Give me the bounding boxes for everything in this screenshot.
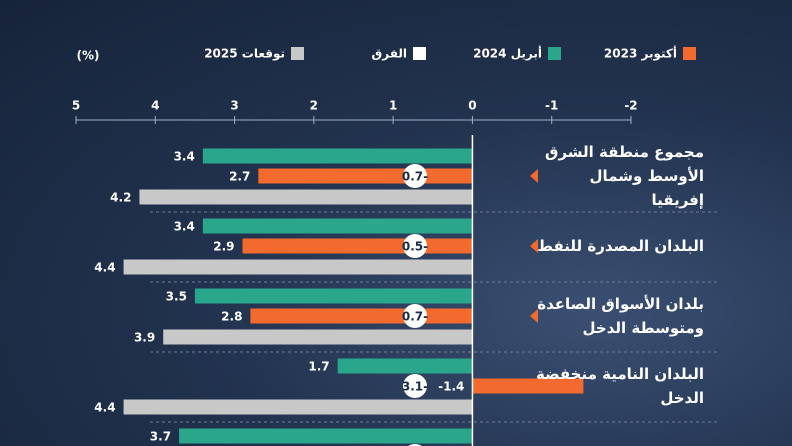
value-label: 4.2 [110,191,131,205]
difference-label: 3.1- [402,380,428,394]
difference-label: 0.7- [402,170,428,184]
bar [258,168,473,184]
x-tick-label: 4 [151,99,159,113]
bar [163,329,473,345]
legend-label: أبريل 2024 [473,46,542,61]
value-label: 2.7 [229,170,250,184]
bar [242,238,473,254]
category-label: البلدان النامية منخفضة الدخل [535,365,704,407]
x-tick-label: 5 [72,99,80,113]
value-label: 3.4 [174,220,195,234]
difference-marker [403,234,427,258]
bar [123,399,473,415]
bar [139,189,473,205]
value-label: 1.7 [308,360,329,374]
legend-label: الفرق [372,47,407,61]
category-label: البلدان المصدرة للنفط [537,237,704,255]
legend-label: أكتوبر 2023 [604,46,677,62]
value-label: 4.4 [94,261,115,275]
bar [250,308,473,324]
axis-label: (%) [77,49,100,63]
legend-swatch [683,47,696,60]
value-label: -1.4 [438,380,464,394]
x-tick-label: -2 [624,99,637,113]
legend-swatch [291,47,304,60]
x-tick-label: 3 [230,99,238,113]
bar [194,288,473,304]
difference-label: 0.7- [402,310,428,324]
category-marker [530,239,538,253]
bar [202,218,473,234]
category-label: مجموع منطقة الشرق الأوسط وشمال إفريقيا [545,143,704,209]
bar [202,148,473,164]
value-label: 3.7 [150,430,171,444]
x-tick-label: 2 [310,99,318,113]
category-marker [530,169,538,183]
bar [472,378,584,394]
value-label: 2.8 [221,310,242,324]
value-label: 3.9 [134,331,155,345]
x-tick-label: 1 [389,99,397,113]
category-marker [530,309,538,323]
x-tick-label: 0 [468,99,476,113]
difference-marker [403,164,427,188]
value-label: 2.9 [213,240,234,254]
value-label: 3.5 [166,290,187,304]
legend-swatch [548,47,561,60]
legend-swatch [413,47,426,60]
category-label: بلدان الأسواق الصاعدة ومتوسطة الدخل [537,295,704,337]
legend-label: توقعات 2025 [204,47,285,62]
difference-label: 0.5- [402,240,428,254]
bar [179,428,473,444]
bar [337,358,473,374]
x-tick-label: -1 [545,99,558,113]
value-label: 3.4 [174,150,195,164]
difference-marker [403,374,427,398]
value-label: 4.4 [94,401,115,415]
bar [123,259,473,275]
difference-marker [403,304,427,328]
